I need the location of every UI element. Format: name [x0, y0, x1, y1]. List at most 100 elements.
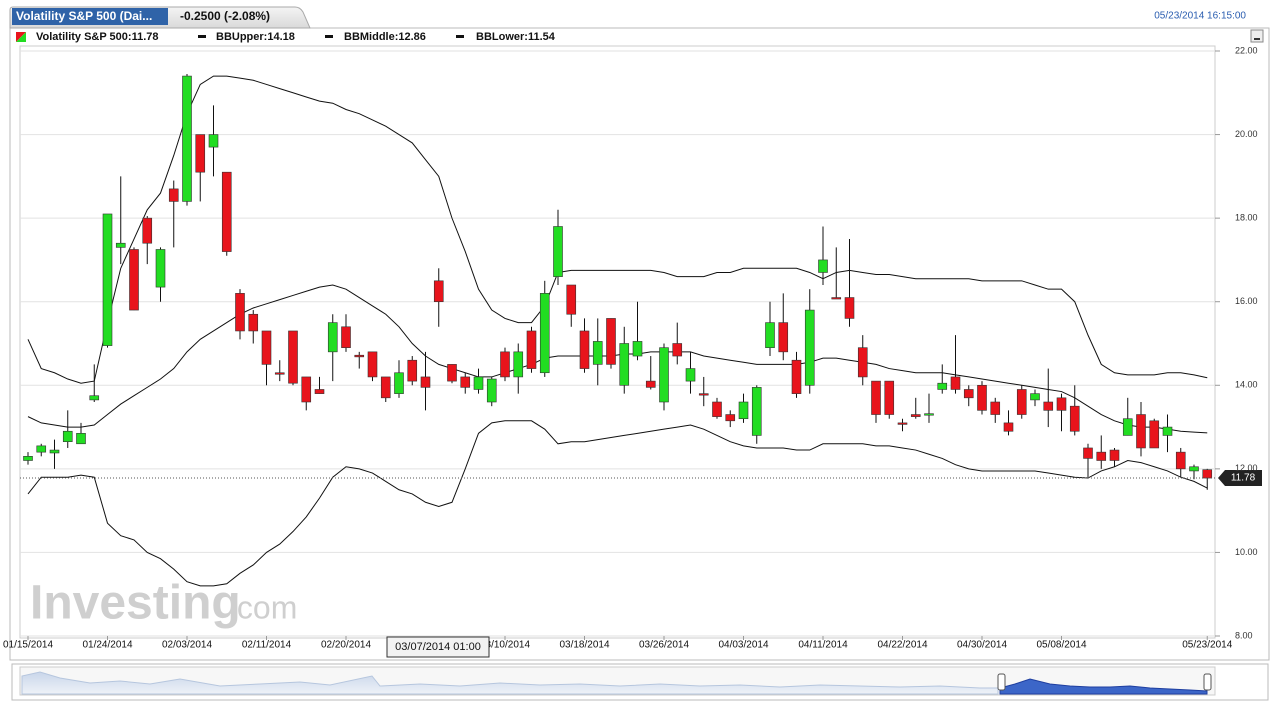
- candle-body: [407, 359, 418, 382]
- candle-body: [182, 75, 192, 202]
- legend-icon: [325, 35, 333, 38]
- candle-body: [606, 318, 616, 365]
- candle-body: [235, 293, 245, 332]
- candle-body: [990, 401, 1001, 415]
- candle-body: [168, 188, 179, 202]
- candle-body: [884, 380, 895, 415]
- candle-body: [672, 343, 683, 357]
- candle-body: [778, 322, 789, 353]
- last-price-box: [1218, 470, 1262, 487]
- bollinger-band: [27, 284, 1208, 434]
- legend-entry: BBUpper:14.18: [216, 31, 295, 43]
- candle-body: [314, 389, 325, 394]
- candle-body: [1056, 397, 1067, 411]
- y-tick-label: 20.00: [1235, 129, 1258, 139]
- candle-body: [102, 213, 113, 346]
- legend-entry: BBLower:11.54: [476, 31, 556, 43]
- candle-body: [115, 242, 126, 248]
- candle-body: [818, 259, 828, 273]
- crosshair-label: 03/07/2014 01:00: [395, 641, 481, 653]
- candle-body: [1083, 447, 1093, 459]
- y-tick-label: 16.00: [1235, 296, 1258, 306]
- candle-body: [367, 351, 378, 378]
- candle-body: [447, 364, 457, 382]
- candle-body: [460, 376, 471, 388]
- candle-body: [500, 351, 510, 378]
- navigator-handle[interactable]: [1203, 673, 1212, 691]
- price-change: -0.2500 (-2.08%): [180, 9, 270, 23]
- y-tick-label: 14.00: [1235, 380, 1258, 390]
- candle-body: [1175, 451, 1186, 470]
- candle-body: [288, 330, 298, 384]
- x-tick-label: 05/08/2014: [1036, 640, 1086, 651]
- bollinger-band: [27, 420, 1208, 587]
- candle-body: [950, 376, 961, 390]
- candle-body: [76, 433, 86, 445]
- candle-body: [977, 384, 987, 411]
- candle-body: [1069, 405, 1080, 432]
- candle-body: [539, 293, 550, 374]
- x-tick-label: 02/11/2014: [242, 640, 292, 651]
- x-tick-label: 01/15/2014: [3, 640, 53, 651]
- tab-title-bg: [12, 8, 168, 25]
- navigator-handle[interactable]: [997, 673, 1006, 691]
- x-tick-label: 04/11/2014: [798, 640, 848, 651]
- candle-body: [433, 280, 444, 303]
- candle-body: [738, 401, 749, 420]
- candle-body: [937, 382, 948, 390]
- x-tick-label: 03/10/2014: [480, 640, 530, 651]
- marks: 11.78: [20, 73, 1262, 587]
- candle-body: [1096, 451, 1107, 461]
- candle-body: [963, 389, 974, 399]
- watermark-suffix: .com: [228, 589, 297, 625]
- candle-body: [831, 297, 842, 300]
- candle-body: [526, 330, 537, 369]
- candle-body: [394, 372, 404, 394]
- candle-body: [857, 347, 868, 378]
- candle-body: [354, 354, 365, 358]
- x-tick-label: 04/30/2014: [957, 640, 1007, 651]
- last-price-label: 11.78: [1231, 473, 1256, 484]
- candle-body: [1016, 389, 1027, 415]
- candle-body: [49, 449, 60, 454]
- navigator-selection: [999, 678, 1208, 695]
- x-tick-label: 02/03/2014: [162, 640, 212, 651]
- candle-body: [1122, 418, 1133, 436]
- candle-body: [645, 380, 656, 388]
- candle-body: [301, 376, 312, 403]
- candle-body: [1003, 422, 1014, 432]
- candle-body: [712, 401, 722, 417]
- x-tick-label: 04/03/2014: [718, 640, 768, 651]
- candle-body: [765, 322, 775, 348]
- candle-body: [195, 134, 206, 173]
- candle-body: [659, 347, 669, 403]
- candle-body: [23, 456, 33, 461]
- grid: [20, 50, 1220, 637]
- candle-body: [619, 343, 630, 386]
- candle-body: [592, 341, 603, 365]
- candle-body: [274, 372, 285, 375]
- candle-body: [155, 249, 166, 288]
- candle-body: [1162, 426, 1173, 436]
- legend-entry: Volatility S&P 500:11.78: [36, 31, 159, 43]
- candle-body: [486, 378, 497, 403]
- y-tick-label: 8.00: [1235, 630, 1253, 640]
- x-axis: 8.00 10.00 12.00 14.00 16.00 18.00 20.00 22.00 0…: [3, 45, 1258, 650]
- minimize-button[interactable]: [1250, 29, 1264, 43]
- candle-body: [89, 395, 100, 401]
- timestamp: 05/23/2014 16:15:00: [1154, 11, 1246, 22]
- candle-body: [1189, 466, 1199, 472]
- candle-body: [142, 217, 153, 244]
- crosshair-box: [386, 636, 490, 658]
- x-tick-label: 01/24/2014: [82, 640, 132, 651]
- y-tick-label: 12.00: [1235, 463, 1258, 473]
- candle-body: [341, 326, 351, 348]
- x-tick-label: 03/26/2014: [639, 640, 689, 651]
- legend-icon: [16, 32, 26, 42]
- candle-body: [685, 368, 696, 382]
- candle-body: [804, 309, 815, 386]
- candle-body: [208, 134, 219, 148]
- candle-body: [751, 387, 762, 436]
